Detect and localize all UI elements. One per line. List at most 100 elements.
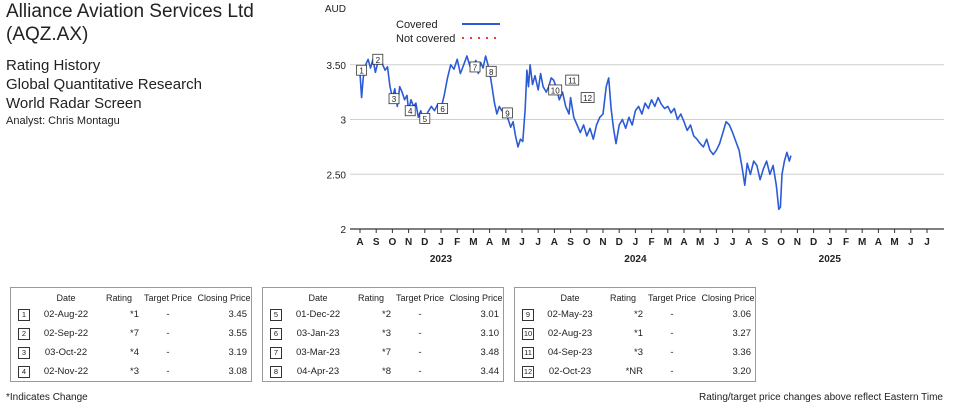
cell-rating: *1 — [634, 328, 643, 339]
x-tick-label: J — [908, 237, 914, 248]
y-tick-label: 3.50 — [327, 61, 347, 72]
header: Alliance Aviation Services Ltd (AQZ.AX) … — [6, 0, 306, 129]
x-tick-label: S — [373, 237, 380, 248]
x-tick-label: O — [583, 237, 591, 248]
rating-marker — [502, 107, 513, 119]
cell-target: - — [418, 328, 422, 339]
cell-closing: 3.48 — [480, 347, 500, 358]
cell-date: 02-Aug-22 — [43, 309, 89, 320]
row-number-box: 2 — [18, 327, 30, 340]
rating-marker — [372, 53, 384, 65]
cell-date: 03-Oct-22 — [44, 347, 88, 358]
footnote-change: *Indicates Change — [6, 392, 88, 403]
cell-rating: *4 — [130, 347, 139, 358]
row-number-box: 5 — [270, 308, 282, 321]
y-tick-label: 2 — [340, 225, 346, 236]
cell-closing: 3.55 — [228, 328, 248, 339]
x-tick-label: N — [599, 237, 606, 248]
cell-date: 02-Aug-23 — [547, 328, 593, 339]
table-row: 10 02-Aug-23 *1 - 3.27 — [519, 324, 755, 343]
rating-marker-label: 4 — [408, 107, 413, 116]
cell-closing: 3.36 — [732, 347, 752, 358]
cell-date: 04-Sep-23 — [547, 347, 593, 358]
rating-marker — [419, 113, 431, 124]
y-tick-label: 3 — [340, 116, 346, 127]
column-header: Date — [56, 293, 76, 303]
x-tick-label: A — [745, 237, 752, 248]
row-number-box: 6 — [270, 327, 282, 340]
x-tick-label: J — [438, 237, 444, 248]
table-row: 3 03-Oct-22 *4 - 3.19 — [15, 343, 251, 362]
cell-closing: 3.19 — [228, 347, 248, 358]
cell-closing: 3.10 — [480, 328, 500, 339]
row-number-box: 3 — [18, 346, 30, 359]
analyst-label: Analyst: Chris Montagu — [6, 115, 120, 127]
rating-table-1: Date Rating Target Price Closing Price 1 02-A… — [10, 287, 252, 382]
table-row: 7 03-Mar-23 *7 - 3.48 — [267, 343, 503, 362]
rating-marker-label: 6 — [440, 105, 445, 114]
cell-closing: 3.20 — [732, 366, 752, 377]
x-tick-label: A — [551, 237, 558, 248]
company-name: Alliance Aviation Services Ltd — [6, 1, 254, 22]
row-number-box: 7 — [270, 346, 282, 359]
rating-table-3: Date Rating Target Price Closing Price 9 02-M… — [514, 287, 756, 382]
x-tick-label: O — [389, 237, 397, 248]
x-tick-label: J — [827, 237, 833, 248]
x-tick-label: D — [810, 237, 817, 248]
x-tick-label: M — [469, 237, 477, 248]
x-year-label: 2025 — [819, 254, 842, 265]
x-tick-label: M — [696, 237, 704, 248]
table-row: 4 02-Nov-22 *3 - 3.08 — [15, 362, 251, 381]
cell-closing: 3.06 — [732, 309, 752, 320]
column-header: Rating — [105, 293, 132, 303]
x-tick-label: D — [616, 237, 623, 248]
x-tick-label: J — [924, 237, 930, 248]
column-header: Closing Price — [701, 293, 755, 303]
cell-closing: 3.45 — [228, 309, 248, 320]
cell-target: - — [418, 366, 422, 377]
cell-target: - — [166, 366, 170, 377]
x-tick-label: F — [454, 237, 460, 248]
column-header: Target Price — [395, 293, 445, 303]
rating-marker — [388, 93, 400, 105]
row-number-box: 11 — [522, 346, 534, 359]
rating-marker-label: 1 — [359, 67, 364, 76]
cell-date: 03-Jan-23 — [296, 328, 340, 339]
rating-marker-label: 7 — [473, 63, 478, 72]
table-row: 2 02-Sep-22 *7 - 3.55 — [15, 324, 251, 343]
row-number-box: 4 — [18, 365, 30, 378]
table-row: 8 04-Apr-23 *8 - 3.44 — [267, 362, 503, 381]
column-header: Date — [308, 293, 328, 303]
report-title: Rating History — [6, 57, 101, 74]
cell-date: 02-Sep-22 — [43, 328, 89, 339]
x-tick-label: N — [794, 237, 801, 248]
rating-marker-label: 3 — [392, 95, 397, 104]
cell-closing: 3.27 — [732, 328, 752, 339]
row-number-box: 9 — [522, 308, 534, 321]
legend-label: Not covered — [396, 33, 455, 45]
cell-rating: *NR — [625, 366, 643, 377]
row-number-box: 12 — [522, 365, 534, 378]
x-tick-label: M — [890, 237, 898, 248]
rating-marker — [548, 84, 563, 96]
x-tick-label: A — [356, 237, 363, 248]
rating-marker — [469, 61, 481, 73]
column-header: Rating — [357, 293, 384, 303]
column-header: Target Price — [647, 293, 697, 303]
x-tick-label: N — [405, 237, 412, 248]
cell-rating: *8 — [382, 366, 391, 377]
cell-rating: *3 — [130, 366, 139, 377]
cell-closing: 3.01 — [480, 309, 500, 320]
x-year-label: 2023 — [430, 254, 453, 265]
cell-rating: *7 — [382, 347, 391, 358]
rating-marker — [356, 64, 368, 76]
rating-marker-label: 11 — [568, 77, 577, 86]
x-tick-label: M — [664, 237, 672, 248]
cell-rating: *3 — [382, 328, 391, 339]
rating-marker — [404, 105, 416, 117]
cell-rating: *3 — [634, 347, 643, 358]
x-tick-label: M — [502, 237, 510, 248]
cell-date: 01-Dec-22 — [295, 309, 341, 320]
x-year-label: 2024 — [624, 254, 647, 265]
